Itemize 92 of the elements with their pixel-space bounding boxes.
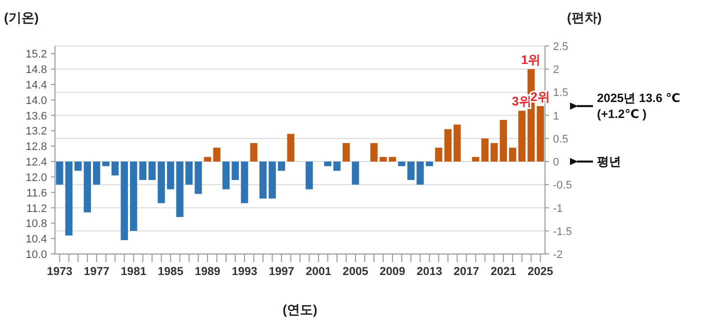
- y2-tick-label: 11.2: [26, 202, 47, 215]
- x-tick-label: 1981: [120, 266, 147, 278]
- bar: [536, 106, 544, 162]
- y-tick-label: -0.5: [553, 180, 572, 192]
- bar: [240, 162, 248, 204]
- y2-tick-label: 10.8: [26, 218, 47, 230]
- bar: [490, 143, 498, 162]
- y2-axis-title: (기온): [4, 10, 39, 25]
- y-tick-label: -2: [553, 249, 563, 261]
- bar: [250, 143, 258, 162]
- bar: [444, 129, 452, 162]
- y-tick-label: 0: [553, 156, 560, 169]
- y2-tick-label: 14.4: [26, 80, 47, 92]
- bar: [287, 134, 294, 162]
- y2-tick-label: 11.6: [26, 187, 47, 200]
- x-tick-label: 1993: [232, 266, 258, 278]
- bar: [93, 162, 100, 185]
- y2-tick-label: 14.0: [26, 94, 47, 107]
- bar: [388, 156, 396, 162]
- bar: [352, 162, 360, 185]
- y2-tick-label: 12.8: [26, 141, 47, 154]
- bar: [306, 162, 313, 190]
- ref-line-label: 2025년 13.6 ℃ (+1.2℃ ): [597, 91, 680, 122]
- y2-tick-label: 14.8: [26, 64, 47, 76]
- bar: [185, 162, 193, 185]
- bar: [426, 162, 434, 166]
- bar: [481, 138, 489, 162]
- y2-tick-label: 13.2: [26, 126, 47, 138]
- x-tick-label: 2017: [454, 266, 480, 278]
- bar: [111, 162, 119, 176]
- bar: [158, 162, 165, 204]
- bar: [74, 162, 82, 171]
- bar: [509, 148, 516, 162]
- x-tick-label: 2013: [416, 266, 442, 278]
- y-tick-label: 1: [553, 110, 560, 122]
- y-tick-label: 2.5: [553, 41, 568, 53]
- bar: [102, 162, 110, 166]
- bar: [176, 162, 184, 218]
- y2-tick-label: 15.2: [26, 48, 47, 61]
- bar: [204, 156, 212, 162]
- bar: [222, 162, 230, 190]
- y-tick-label: 2: [553, 64, 560, 76]
- y2-tick-label: 12.4: [26, 156, 47, 169]
- bar: [380, 156, 387, 162]
- x-tick-label: 1989: [194, 266, 220, 278]
- y2-tick-label: 12.0: [26, 172, 47, 184]
- bar: [435, 148, 442, 162]
- bar: [166, 162, 174, 190]
- bar: [56, 162, 64, 185]
- bar: [398, 162, 406, 166]
- y2-tick-label: 10.0: [26, 249, 47, 261]
- bar: [454, 124, 461, 162]
- bar: [342, 143, 350, 162]
- bar: [416, 162, 424, 185]
- bar: [120, 162, 128, 240]
- bar: [472, 156, 480, 162]
- x-tick-label: 2025: [528, 266, 554, 278]
- bar: [194, 162, 202, 194]
- bar: [232, 162, 239, 180]
- bar: [130, 162, 138, 231]
- bar: [518, 110, 526, 162]
- x-tick-label: 1997: [268, 266, 294, 278]
- bar: [259, 162, 267, 199]
- bar: [278, 162, 286, 171]
- y-tick-label: -1: [553, 202, 563, 215]
- x-tick-label: 2021: [490, 266, 517, 278]
- bar: [370, 143, 378, 162]
- bar: [84, 162, 91, 212]
- x-tick-label: 1977: [84, 266, 110, 278]
- y-tick-label: 0.5: [553, 133, 568, 146]
- y2-tick-label: 10.4: [26, 234, 47, 246]
- y2-tick-label: 13.6: [26, 110, 47, 122]
- y-axis-title: (편차): [567, 10, 602, 25]
- bar: [407, 162, 415, 180]
- x-tick-label: 2001: [306, 266, 332, 278]
- ref-line-label: 평년: [597, 154, 621, 169]
- annotation: 1위: [521, 53, 542, 68]
- x-tick-label: 2009: [380, 266, 406, 278]
- bar: [324, 162, 332, 166]
- bar: [500, 120, 507, 162]
- bar: [268, 162, 276, 199]
- y-tick-label: 1.5: [553, 87, 568, 100]
- bar: [333, 162, 341, 171]
- y-tick-label: -1.5: [553, 226, 572, 238]
- bar: [65, 162, 72, 236]
- x-axis-title: (연도): [282, 302, 318, 317]
- x-tick-label: 2005: [342, 266, 369, 278]
- x-tick-label: 1985: [158, 266, 184, 278]
- bar: [148, 162, 156, 180]
- bar: [213, 148, 220, 162]
- bar: [139, 162, 146, 180]
- x-tick-label: 1973: [46, 266, 72, 278]
